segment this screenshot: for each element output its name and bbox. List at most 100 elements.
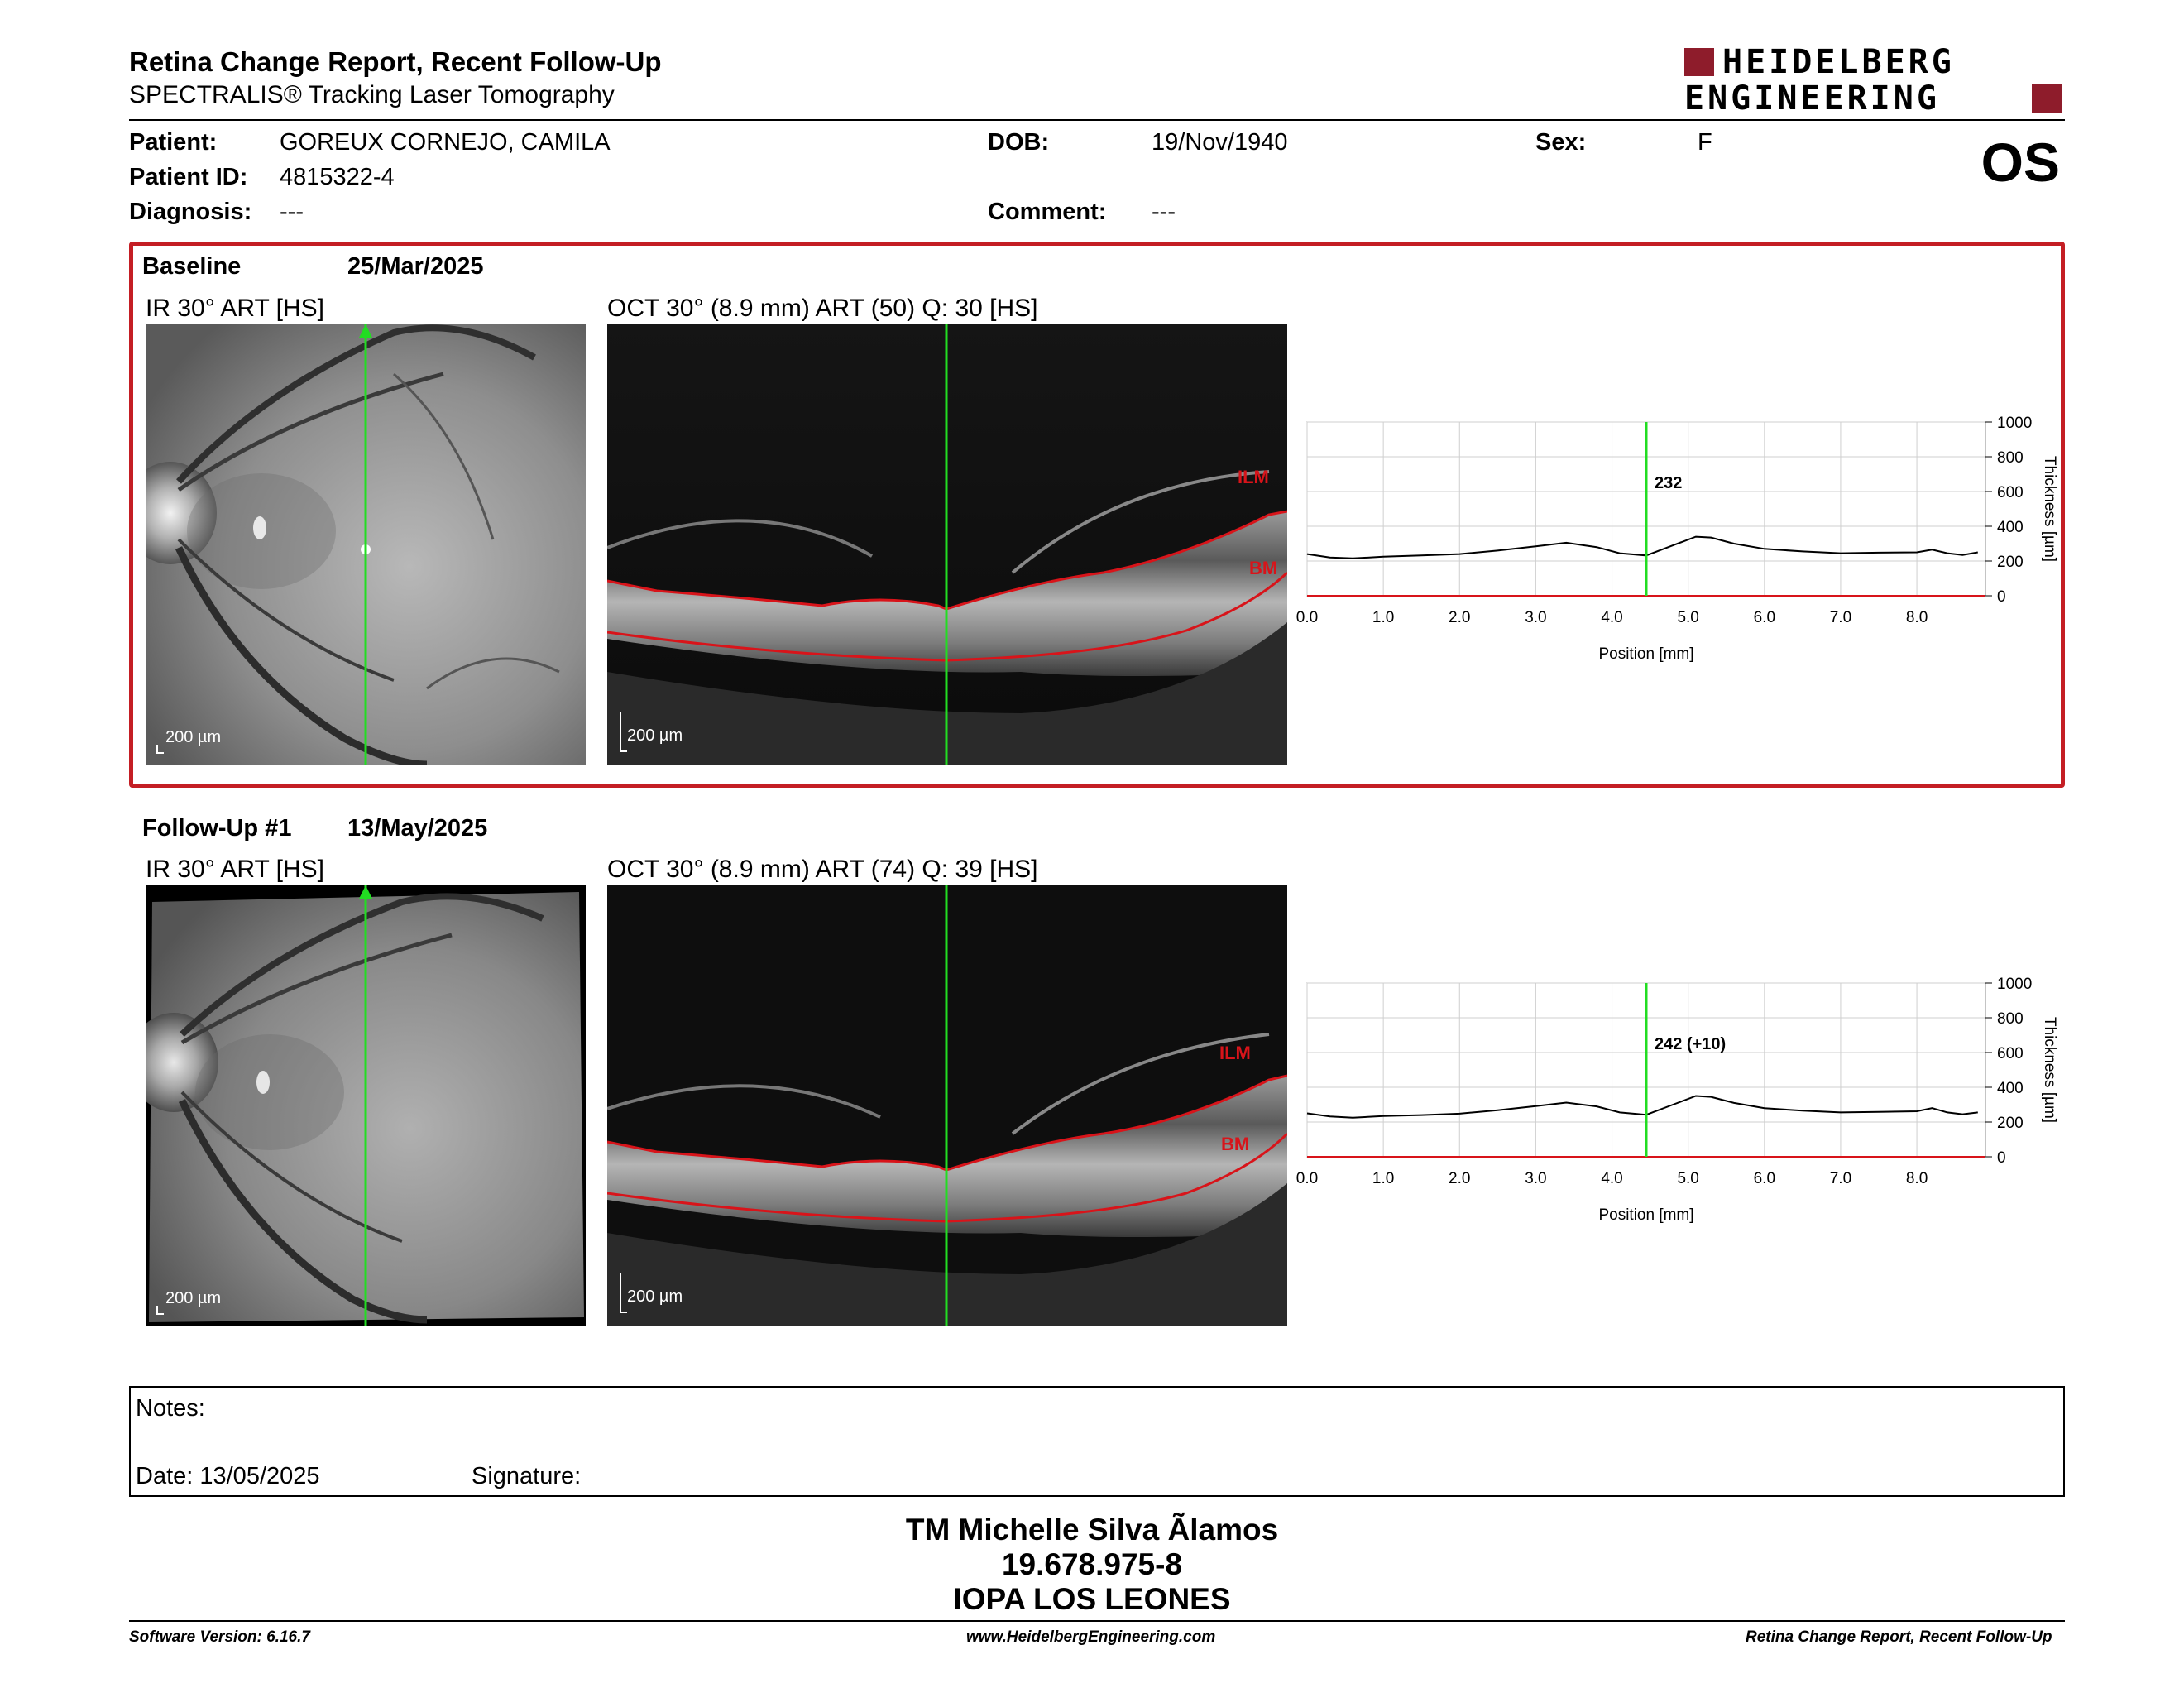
y-tick-label: 800	[1997, 449, 2024, 467]
diagnosis-value: ---	[280, 199, 304, 225]
comment-value: ---	[1152, 199, 1176, 225]
followup-thickness-chart: 0 200 400 600 800 1000 0.0 1.0 2.0 3.0 4.0 5.0 6.0 7.…	[1296, 976, 2058, 1224]
patient-id: 4815322-4	[280, 164, 395, 190]
thickness-series-line	[1306, 535, 1978, 559]
baseline-ir-fundus-image: 200 µm	[146, 324, 586, 765]
x-tick-label: 6.0	[1754, 609, 1775, 626]
oct-scale-text: 200 µm	[627, 1288, 683, 1306]
x-tick-label: 2.0	[1449, 609, 1470, 626]
ir-scale-text: 200 µm	[165, 728, 222, 746]
diagnosis-label: Diagnosis:	[129, 199, 252, 225]
ilm-label: ILM	[1238, 467, 1269, 487]
comment-label: Comment:	[988, 199, 1107, 225]
x-axis-label: Position [mm]	[1598, 1206, 1693, 1224]
clinic-name: IOPA LOS LEONES	[953, 1582, 1231, 1616]
operator-rut: 19.678.975-8	[1001, 1547, 1183, 1581]
patient-label: Patient:	[129, 129, 218, 156]
x-tick-label: 8.0	[1906, 1170, 1928, 1187]
baseline-date: 25/Mar/2025	[347, 253, 484, 280]
thickness-series-line	[1306, 1095, 1978, 1119]
x-tick-label: 1.0	[1372, 609, 1394, 626]
dob-label: DOB:	[988, 129, 1050, 156]
logo-word-2: ENGINEERING	[1684, 79, 1940, 117]
header-divider	[129, 119, 2065, 121]
y-axis-label: Thickness [µm]	[2041, 456, 2058, 562]
baseline-frame	[129, 242, 2065, 788]
y-tick-label: 0	[1997, 588, 2006, 606]
scan-arrow-icon	[359, 324, 372, 338]
eye-indicator: OS	[1980, 132, 2060, 193]
dob-value: 19/Nov/1940	[1152, 129, 1288, 156]
signature-label: Signature:	[472, 1463, 582, 1489]
x-tick-label: 6.0	[1754, 1170, 1775, 1187]
x-tick-label: 5.0	[1677, 609, 1698, 626]
footer-report-name: Retina Change Report, Recent Follow-Up	[1746, 1628, 2052, 1646]
sex-label: Sex:	[1535, 129, 1587, 156]
sex-value: F	[1698, 129, 1712, 156]
x-tick-label: 7.0	[1830, 1170, 1851, 1187]
notes-date: Date: 13/05/2025	[136, 1463, 320, 1489]
followup-oct-bscan-image: ILM BM 200 µm	[607, 885, 1287, 1326]
y-axis-label: Thickness [µm]	[2041, 1017, 2058, 1123]
x-tick-label: 7.0	[1830, 609, 1851, 626]
y-tick-label: 1000	[1997, 976, 2032, 993]
baseline-label: Baseline	[142, 253, 242, 280]
bm-line	[607, 571, 1287, 662]
followup-label: Follow-Up #1	[142, 815, 292, 842]
report-subtitle: SPECTRALIS® Tracking Laser Tomography	[129, 81, 615, 108]
notes-label: Notes:	[136, 1395, 205, 1422]
x-tick-label: 8.0	[1906, 609, 1928, 626]
scale-bar-icon	[620, 712, 627, 752]
website-link[interactable]: www.HeidelbergEngineering.com	[966, 1628, 1216, 1646]
x-tick-label: 3.0	[1525, 609, 1546, 626]
y-tick-label: 0	[1997, 1149, 2006, 1167]
y-tick-label: 400	[1997, 519, 2024, 536]
baseline-oct-label: OCT 30° (8.9 mm) ART (50) Q: 30 [HS]	[607, 295, 1038, 322]
ilm-label: ILM	[1219, 1043, 1251, 1063]
x-tick-label: 5.0	[1677, 1170, 1698, 1187]
notes-box	[129, 1386, 2065, 1497]
followup-date: 13/May/2025	[347, 815, 488, 842]
logo-square-icon	[1684, 48, 1714, 76]
y-tick-label: 200	[1997, 1115, 2024, 1132]
y-tick-label: 600	[1997, 484, 2024, 501]
x-tick-label: 0.0	[1296, 1170, 1318, 1187]
y-tick-label: 200	[1997, 554, 2024, 571]
oct-scale-text: 200 µm	[627, 727, 683, 745]
scan-arrow-icon	[359, 885, 372, 899]
baseline-thickness-chart: 0 200 400 600 800 1000 0.0 1.0 2.0 3.0 4.0 5.0 6.0 7.…	[1296, 415, 2058, 663]
bm-label: BM	[1249, 558, 1277, 578]
followup-ir-fundus-image: 200 µm	[146, 885, 586, 1326]
baseline-oct-bscan-image: ILM BM 200 µm	[607, 324, 1287, 765]
x-tick-label: 4.0	[1601, 609, 1622, 626]
footer-divider	[129, 1620, 2065, 1622]
scale-bar-icon	[156, 1306, 164, 1315]
y-tick-label: 400	[1997, 1080, 2024, 1097]
cursor-value-label: 242 (+10)	[1655, 1035, 1726, 1053]
followup-oct-label: OCT 30° (8.9 mm) ART (74) Q: 39 [HS]	[607, 856, 1038, 883]
x-tick-label: 2.0	[1449, 1170, 1470, 1187]
scale-bar-icon	[620, 1273, 627, 1313]
software-version: Software Version: 6.16.7	[129, 1628, 310, 1646]
ir-scale-text: 200 µm	[165, 1289, 222, 1307]
logo-square-icon	[2032, 84, 2062, 113]
patient-name: GOREUX CORNEJO, CAMILA	[280, 129, 611, 156]
x-tick-label: 0.0	[1296, 609, 1318, 626]
y-tick-label: 600	[1997, 1045, 2024, 1062]
scale-bar-icon	[156, 745, 164, 754]
report-title: Retina Change Report, Recent Follow-Up	[129, 46, 662, 77]
x-axis-label: Position [mm]	[1598, 645, 1693, 663]
x-tick-label: 3.0	[1525, 1170, 1546, 1187]
patient-id-label: Patient ID:	[129, 164, 248, 190]
logo-word-1: HEIDELBERG	[1722, 43, 1955, 81]
x-tick-label: 4.0	[1601, 1170, 1622, 1187]
operator-name: TM Michelle Silva Ãlamos	[905, 1513, 1279, 1547]
x-tick-label: 1.0	[1372, 1170, 1394, 1187]
y-tick-label: 1000	[1997, 415, 2032, 432]
cursor-value-label: 232	[1655, 474, 1682, 492]
y-tick-label: 800	[1997, 1010, 2024, 1028]
bm-line	[607, 1132, 1287, 1223]
baseline-ir-label: IR 30° ART [HS]	[146, 295, 324, 322]
bm-label: BM	[1221, 1134, 1249, 1154]
heidelberg-logo: HEIDELBERG ENGINEERING	[1684, 46, 2062, 116]
